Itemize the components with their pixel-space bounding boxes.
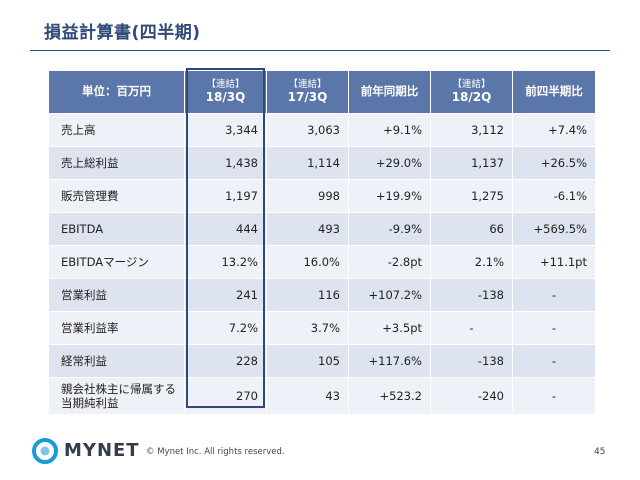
- row-label: 販売管理費: [48, 179, 185, 213]
- cell-17-3q: 116: [266, 278, 349, 312]
- header-period: 18/3Q: [205, 89, 246, 104]
- cell-qoq: +11.1pt: [512, 245, 596, 279]
- page-title: 損益計算書(四半期): [44, 23, 201, 43]
- cell-17-3q: 3.7%: [266, 311, 349, 345]
- header-period: 18/2Q: [451, 89, 492, 104]
- cell-yoy: -9.9%: [348, 212, 431, 246]
- table-row: 売上総利益 1,438 1,114 +29.0% 1,137 +26.5%: [48, 146, 596, 180]
- cell-17-3q: 16.0%: [266, 245, 349, 279]
- row-label-line1: 親会社株主に帰属する: [61, 381, 176, 396]
- table-header-row: 単位：百万円 【連結】 18/3Q 【連結】 17/3Q 前年同期比 【連結】 …: [48, 70, 596, 114]
- cell-18-2q: 1,137: [430, 146, 513, 180]
- page-number: 45: [594, 447, 606, 457]
- cell-qoq: -6.1%: [512, 179, 596, 213]
- row-label: 経常利益: [48, 344, 185, 378]
- income-statement-table: 単位：百万円 【連結】 18/3Q 【連結】 17/3Q 前年同期比 【連結】 …: [48, 70, 596, 415]
- cell-18-2q: 2.1%: [430, 245, 513, 279]
- cell-18-3q: 270: [184, 377, 267, 415]
- table-row: 経常利益 228 105 +117.6% -138 -: [48, 344, 596, 378]
- cell-18-3q: 1,197: [184, 179, 267, 213]
- cell-yoy: +117.6%: [348, 344, 431, 378]
- header-tag: 【連結】: [452, 78, 491, 90]
- cell-18-2q: -138: [430, 344, 513, 378]
- cell-18-3q: 444: [184, 212, 267, 246]
- cell-qoq: -: [512, 311, 596, 345]
- cell-18-2q: -240: [430, 377, 513, 415]
- cell-18-2q: -138: [430, 278, 513, 312]
- row-label: 親会社株主に帰属する 当期純利益: [48, 377, 185, 415]
- cell-18-2q: 66: [430, 212, 513, 246]
- cell-qoq: -: [512, 344, 596, 378]
- cell-18-3q: 13.2%: [184, 245, 267, 279]
- header-yoy: 前年同期比: [348, 70, 431, 114]
- cell-yoy: -2.8pt: [348, 245, 431, 279]
- mynet-logo-icon: [32, 438, 58, 464]
- cell-17-3q: 43: [266, 377, 349, 415]
- row-label: EBITDA: [48, 212, 185, 246]
- cell-qoq: -: [512, 278, 596, 312]
- cell-17-3q: 998: [266, 179, 349, 213]
- cell-yoy: +523.2: [348, 377, 431, 415]
- cell-qoq: +26.5%: [512, 146, 596, 180]
- row-label: 売上総利益: [48, 146, 185, 180]
- current-quarter-highlight: [186, 68, 265, 408]
- cell-qoq: +7.4%: [512, 113, 596, 147]
- cell-18-2q: -: [430, 311, 513, 345]
- table-row: EBITDAマージン 13.2% 16.0% -2.8pt 2.1% +11.1…: [48, 245, 596, 279]
- cell-yoy: +9.1%: [348, 113, 431, 147]
- cell-yoy: +107.2%: [348, 278, 431, 312]
- table-row: 親会社株主に帰属する 当期純利益 270 43 +523.2 -240 -: [48, 377, 596, 415]
- header-qoq: 前四半期比: [512, 70, 596, 114]
- row-label-line2: 当期純利益: [61, 396, 119, 410]
- row-label: 営業利益: [48, 278, 185, 312]
- cell-18-3q: 228: [184, 344, 267, 378]
- table-row: 販売管理費 1,197 998 +19.9% 1,275 -6.1%: [48, 179, 596, 213]
- table-row: EBITDA 444 493 -9.9% 66 +569.5%: [48, 212, 596, 246]
- row-label: 営業利益率: [48, 311, 185, 345]
- table-row: 売上高 3,344 3,063 +9.1% 3,112 +7.4%: [48, 113, 596, 147]
- title-divider: [30, 50, 610, 51]
- header-unit: 単位：百万円: [48, 70, 185, 114]
- header-18-2q: 【連結】 18/2Q: [430, 70, 513, 114]
- cell-18-3q: 7.2%: [184, 311, 267, 345]
- cell-yoy: +19.9%: [348, 179, 431, 213]
- table-row: 営業利益 241 116 +107.2% -138 -: [48, 278, 596, 312]
- header-tag: 【連結】: [288, 78, 327, 90]
- header-tag: 【連結】: [206, 78, 245, 90]
- cell-yoy: +29.0%: [348, 146, 431, 180]
- cell-qoq: +569.5%: [512, 212, 596, 246]
- table-row: 営業利益率 7.2% 3.7% +3.5pt - -: [48, 311, 596, 345]
- header-17-3q: 【連結】 17/3Q: [266, 70, 349, 114]
- cell-18-3q: 3,344: [184, 113, 267, 147]
- cell-18-2q: 1,275: [430, 179, 513, 213]
- cell-yoy: +3.5pt: [348, 311, 431, 345]
- cell-17-3q: 3,063: [266, 113, 349, 147]
- header-18-3q: 【連結】 18/3Q: [184, 70, 267, 114]
- header-period: 17/3Q: [287, 89, 328, 104]
- copyright: © Mynet Inc. All rights reserved.: [146, 447, 285, 457]
- cell-18-2q: 3,112: [430, 113, 513, 147]
- cell-17-3q: 493: [266, 212, 349, 246]
- cell-18-3q: 241: [184, 278, 267, 312]
- cell-17-3q: 105: [266, 344, 349, 378]
- row-label: 売上高: [48, 113, 185, 147]
- cell-qoq: -: [512, 377, 596, 415]
- brand-name: MYNET: [64, 440, 140, 461]
- cell-17-3q: 1,114: [266, 146, 349, 180]
- row-label: EBITDAマージン: [48, 245, 185, 279]
